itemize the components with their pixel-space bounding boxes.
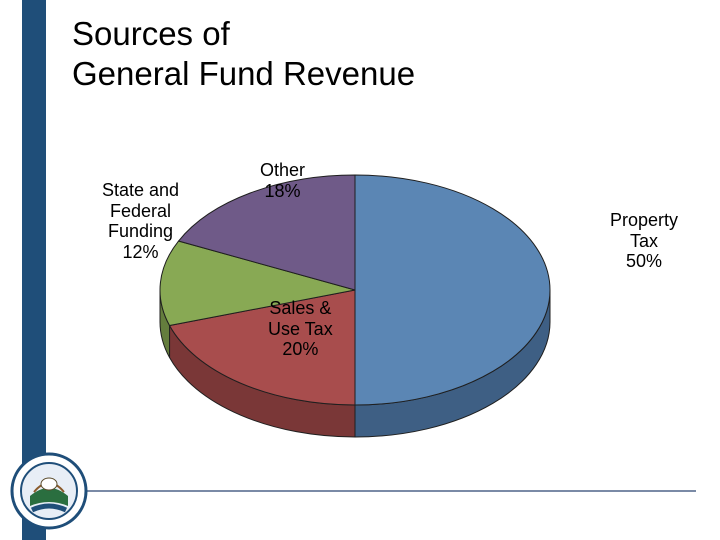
footer-rule: [70, 490, 696, 492]
pie-svg: [140, 140, 570, 440]
label-sales-use-tax: Sales & Use Tax 20%: [268, 298, 333, 360]
county-seal-logo: [10, 452, 88, 530]
revenue-pie-chart: Property Tax 50% Sales & Use Tax 20% Sta…: [140, 140, 570, 440]
label-property-tax: Property Tax 50%: [610, 210, 678, 272]
label-state-federal: State and Federal Funding 12%: [102, 180, 179, 263]
label-other: Other 18%: [260, 160, 305, 201]
page-title: Sources of General Fund Revenue: [72, 14, 415, 93]
slide: Sources of General Fund Revenue Property…: [0, 0, 720, 540]
seal-icon: [10, 452, 88, 530]
